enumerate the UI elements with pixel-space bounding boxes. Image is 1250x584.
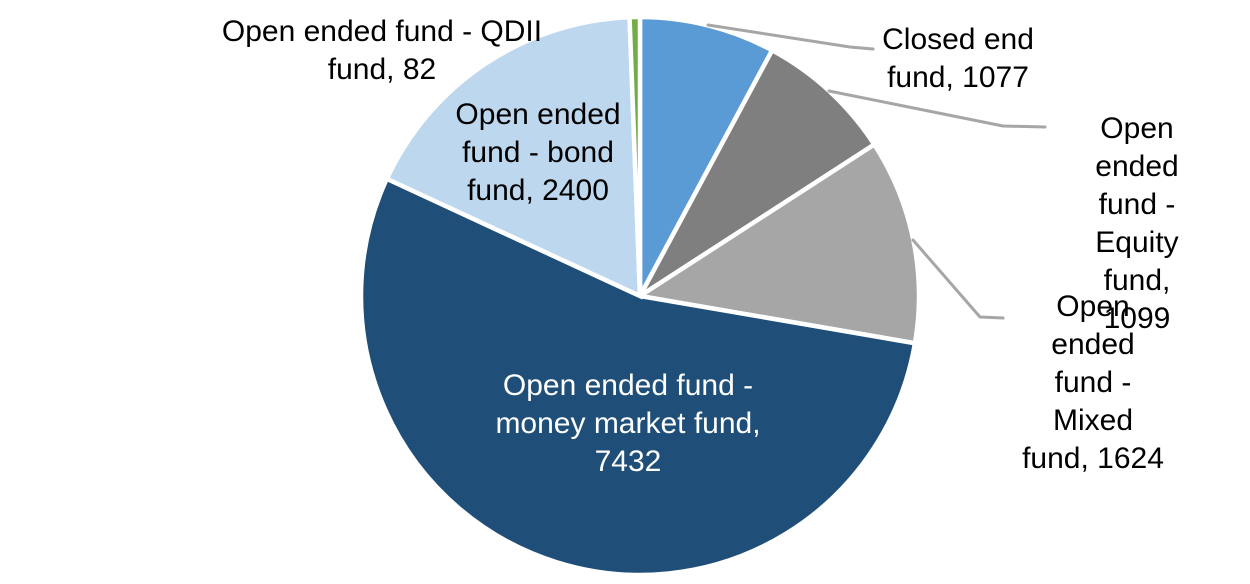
pie-slice-open-ended-qdii-fund[interactable] [627,14,643,297]
pie-slice-open-ended-bond-fund[interactable] [383,14,643,300]
leader-line-open-ended-mixed-fund [911,238,1005,320]
leader-line-closed-end-fund [706,23,875,51]
leader-line-open-ended-equity-fund [827,89,1047,129]
pie-slice-open-ended-money-market-fund[interactable] [358,175,918,578]
